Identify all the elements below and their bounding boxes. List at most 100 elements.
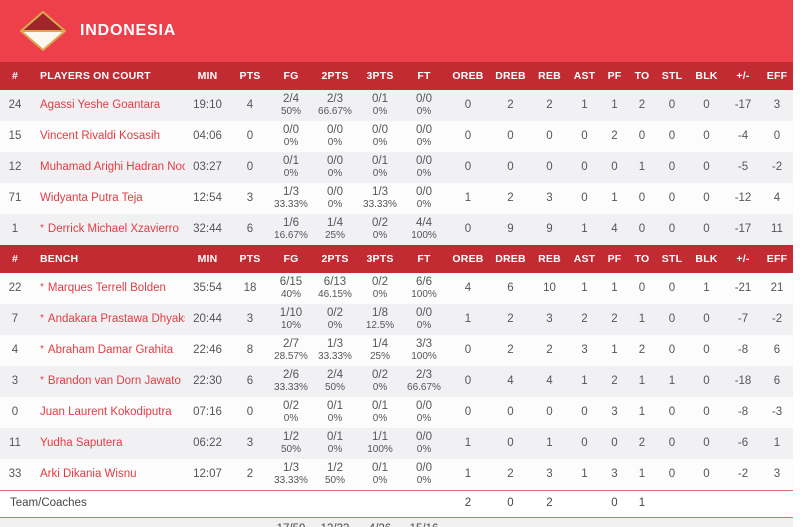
cell-eff: 6 (761, 366, 793, 397)
cell-fg: 1/10 10% (270, 304, 312, 335)
col-header-pf: PF (601, 245, 628, 273)
cell-p2: 2/3 66.67% (312, 90, 358, 121)
percentage: 0% (327, 168, 343, 180)
player-name-link[interactable]: Widyanta Putra Teja (40, 191, 143, 204)
totals-cell-eff: 49 (761, 517, 793, 527)
cell-num: 0 (0, 397, 30, 428)
player-name-link[interactable]: Muhamad Arighi Hadran Noor (40, 160, 185, 173)
percentage: 12.5% (365, 320, 395, 332)
cell-reb: 2 (531, 335, 568, 366)
col-header-num: # (0, 62, 30, 90)
cell-reb: 3 (531, 183, 568, 214)
cell-oreb: 1 (446, 183, 490, 214)
cell-name: Juan Laurent Kokodiputra (30, 397, 185, 428)
cell-pts: 0 (230, 121, 270, 152)
percentage: 0% (327, 444, 343, 456)
cell-to: 2 (628, 428, 656, 459)
made-attempted: 6/6 (416, 276, 432, 289)
totals-cell-pf: 20 (601, 517, 628, 527)
cell-reb: 0 (531, 152, 568, 183)
cell-pm: -21 (725, 273, 761, 304)
player-name-link[interactable]: Abraham Damar Grahita (47, 343, 174, 356)
cell-reb: 1 (531, 428, 568, 459)
cell-p3: 0/2 0% (358, 366, 402, 397)
player-row: 4 * Abraham Damar Grahita 22:46 8 2/7 28.57% 1/… (0, 335, 793, 366)
cell-ft: 0/0 0% (402, 397, 446, 428)
cell-eff: 3 (761, 90, 793, 121)
cell-p3: 0/2 0% (358, 273, 402, 304)
cell-dreb: 2 (490, 335, 531, 366)
percentage: 0% (416, 444, 432, 456)
made-attempted: 0/2 (372, 276, 388, 289)
cell-p3: 0/1 0% (358, 397, 402, 428)
percentage: 0% (327, 413, 343, 425)
player-name-link[interactable]: Agassi Yeshe Goantara (40, 98, 161, 111)
player-name-link[interactable]: Yudha Saputera (40, 436, 123, 449)
player-name-link[interactable]: Juan Laurent Kokodiputra (40, 405, 172, 418)
col-header-3pts: 3PTS (358, 245, 402, 273)
cell-ft (402, 490, 446, 518)
made-attempted: 13/33 (312, 523, 358, 527)
percentage: 50% (324, 475, 345, 487)
player-name-link[interactable]: Andakara Prastawa Dhyaksa (47, 312, 185, 325)
cell-fg: 2/6 33.33% (270, 366, 312, 397)
cell-stl: 0 (656, 428, 688, 459)
col-header-ast: AST (568, 62, 601, 90)
cell-dreb: 4 (490, 366, 531, 397)
team-logo-icon (20, 11, 66, 51)
cell-name: * Abraham Damar Grahita (30, 335, 185, 366)
made-attempted: 0/0 (372, 124, 388, 137)
percentage: 0% (372, 289, 388, 301)
cell-blk: 0 (688, 459, 725, 491)
made-attempted: 0/1 (283, 155, 299, 168)
player-name-link[interactable]: Vincent Rivaldi Kosasih (40, 129, 160, 142)
player-name-link[interactable]: Derrick Michael Xzavierro (47, 222, 179, 235)
cell-name: Muhamad Arighi Hadran Noor (30, 152, 185, 183)
cell-eff: 4 (761, 183, 793, 214)
cell-p3: 0/1 0% (358, 459, 402, 491)
cell-p3: 0/0 0% (358, 121, 402, 152)
cell-eff: 3 (761, 459, 793, 491)
cell-num: 12 (0, 152, 30, 183)
percentage: 25% (324, 230, 345, 242)
cell-dreb: 0 (490, 152, 531, 183)
cell-pf: 3 (601, 459, 628, 491)
player-name-link[interactable]: Marques Terrell Bolden (47, 281, 166, 294)
made-attempted: 0/1 (327, 400, 343, 413)
col-header-stl: STL (656, 62, 688, 90)
cell-to: 1 (628, 304, 656, 335)
made-attempted: 0/2 (283, 400, 299, 413)
cell-fg: 0/0 0% (270, 121, 312, 152)
col-header-fg: FG (270, 245, 312, 273)
percentage: 0% (372, 168, 388, 180)
cell-eff (761, 490, 793, 518)
cell-min: 12:07 (185, 459, 230, 491)
made-attempted: 1/2 (283, 431, 299, 444)
cell-name: Arki Dikania Wisnu (30, 459, 185, 491)
cell-stl: 0 (656, 459, 688, 491)
made-attempted: 0/1 (372, 462, 388, 475)
totals-cell-blk: 1 (688, 517, 725, 527)
cell-stl: 1 (656, 366, 688, 397)
cell-pm (725, 490, 761, 518)
made-attempted: 0/0 (416, 307, 432, 320)
cell-p2: 0/1 0% (312, 397, 358, 428)
cell-pts: 18 (230, 273, 270, 304)
player-name-link[interactable]: Brandon van Dorn Jawato (47, 374, 181, 387)
cell-stl: 0 (656, 183, 688, 214)
cell-num: 1 (0, 214, 30, 245)
player-row: 15 Vincent Rivaldi Kosasih 04:06 0 0/0 0% 0/0 0… (0, 121, 793, 152)
cell-reb: 0 (531, 121, 568, 152)
cell-pf: 0 (601, 152, 628, 183)
cell-to: 2 (628, 90, 656, 121)
made-attempted: 0/0 (416, 462, 432, 475)
cell-pf: 1 (601, 183, 628, 214)
cell-ft: 0/0 0% (402, 428, 446, 459)
col-header-pf: PF (601, 62, 628, 90)
percentage: 0% (283, 413, 299, 425)
percentage: 0% (327, 320, 343, 332)
starter-mark: * (40, 222, 44, 234)
player-name-link[interactable]: Arki Dikania Wisnu (40, 467, 137, 480)
team-coaches-row: Team/Coaches 2 0 2 0 1 (0, 490, 793, 518)
cell-pts: 6 (230, 366, 270, 397)
